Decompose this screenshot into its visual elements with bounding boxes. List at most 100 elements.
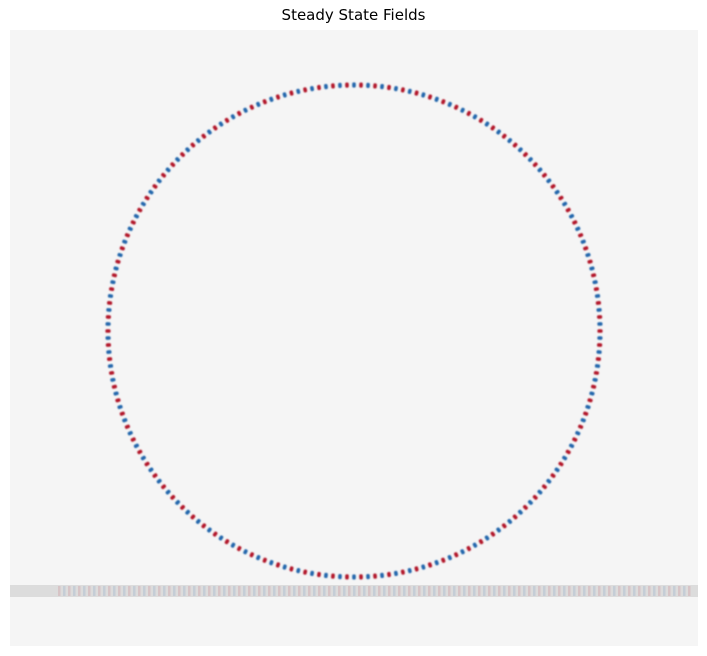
waveguide-field-lobe <box>308 586 311 596</box>
ring-field-lobe <box>124 424 130 429</box>
ring-field-lobe <box>105 322 111 326</box>
ring-field-lobe <box>106 350 112 354</box>
ring-field-lobe <box>212 531 218 537</box>
ring-field-lobe <box>512 142 518 148</box>
ring-field-lobe <box>466 545 472 552</box>
ring-field-lobe <box>550 184 556 189</box>
ring-field-lobe <box>338 573 342 580</box>
ring-field-lobe <box>282 92 287 98</box>
ring-field-lobe <box>218 121 224 127</box>
ring-field-lobe <box>523 152 528 158</box>
ring-field-lobe <box>107 364 114 368</box>
ring-field-lobe <box>324 572 328 579</box>
waveguide-field-lobe <box>638 586 641 596</box>
ring-field-lobe <box>460 107 465 113</box>
ring-field-lobe <box>596 315 603 319</box>
ring-field-lobe <box>110 377 116 382</box>
ring-field-lobe <box>140 201 146 207</box>
ring-field-lobe <box>558 461 564 467</box>
ring-field-lobe <box>218 535 224 541</box>
waveguide-field-lobe <box>518 586 521 596</box>
ring-field-lobe <box>224 117 230 123</box>
waveguide-field-lobe <box>578 586 581 596</box>
ring-field-lobe <box>144 461 150 467</box>
waveguide-field-lobe <box>143 586 146 596</box>
ring-field-lobe <box>175 500 181 505</box>
waveguide-field-lobe <box>558 586 561 596</box>
waveguide-field-lobe <box>248 586 251 596</box>
waveguide-field-lobe <box>203 586 206 596</box>
ring-field-lobe <box>269 560 274 566</box>
ring-field-lobe <box>122 418 128 423</box>
ring-field-lobe <box>592 280 598 285</box>
ring-field-lobe <box>427 94 433 100</box>
waveguide-field-lobe <box>323 586 326 596</box>
ring-field-lobe <box>400 87 405 93</box>
ring-field-lobe <box>583 411 589 416</box>
waveguide-field-lobe <box>628 586 631 596</box>
waveguide-field-lobe <box>63 586 66 596</box>
ring-field-lobe <box>478 117 484 123</box>
ring-field-lobe <box>414 566 419 572</box>
waveguide-field-lobe <box>98 586 101 596</box>
ring-field-lobe <box>175 157 181 162</box>
ring-field-lobe <box>490 531 496 537</box>
waveguide-field-lobe <box>663 586 666 596</box>
ring-field-lobe <box>589 391 595 396</box>
waveguide-field-lobe <box>453 586 456 596</box>
ring-field-lobe <box>554 189 560 195</box>
ring-field-lobe <box>387 84 391 91</box>
waveguide-field-lobe <box>133 586 136 596</box>
waveguide-field-lobe <box>688 586 691 596</box>
ring-field-lobe <box>122 239 128 244</box>
waveguide-field-lobe <box>468 586 471 596</box>
waveguide-field-lobe <box>413 586 416 596</box>
ring-field-lobe <box>400 569 405 575</box>
ring-field-lobe <box>207 527 212 533</box>
ring-field-lobe <box>594 364 601 368</box>
ring-field-lobe <box>592 377 598 382</box>
ring-field-lobe <box>296 88 301 95</box>
ring-field-lobe <box>583 246 589 251</box>
ring-field-lobe <box>565 207 571 213</box>
waveguide-field-lobe <box>583 586 586 596</box>
waveguide-field-lobe <box>593 586 596 596</box>
waveguide-field-lobe <box>118 586 121 596</box>
ring-field-lobe <box>289 90 294 96</box>
waveguide-field-lobe <box>678 586 681 596</box>
ring-field-lobe <box>593 287 600 292</box>
waveguide-field-lobe <box>88 586 91 596</box>
ring-field-lobe <box>380 572 384 579</box>
waveguide-field-lobe <box>463 586 466 596</box>
ring-field-lobe <box>595 357 602 361</box>
waveguide-field-lobe <box>328 586 331 596</box>
waveguide-field-lobe <box>83 586 86 596</box>
waveguide-field-lobe <box>543 586 546 596</box>
ring-field-lobe <box>585 252 591 258</box>
ring-field-lobe <box>317 84 321 91</box>
ring-field-lobe <box>507 518 513 524</box>
ring-field-lobe <box>107 294 114 298</box>
ring-field-lobe <box>127 430 133 436</box>
ring-field-lobe <box>562 201 568 207</box>
waveguide-field-lobe <box>73 586 76 596</box>
ring-field-lobe <box>393 570 398 577</box>
waveguide-field-lobe <box>138 586 141 596</box>
waveguide-field-lobe <box>643 586 646 596</box>
ring-field-lobe <box>190 514 196 520</box>
ring-field-lobe <box>119 246 125 251</box>
waveguide-field-lobe <box>418 586 421 596</box>
ring-field-lobe <box>578 233 584 238</box>
ring-field-lobe <box>575 430 581 436</box>
ring-field-lobe <box>269 96 274 102</box>
ring-field-lobe <box>572 220 578 225</box>
ring-field-lobe <box>105 343 112 347</box>
ring-field-lobe <box>180 152 185 158</box>
waveguide-field-lobe <box>153 586 156 596</box>
ring-field-lobe <box>580 239 586 244</box>
waveguide-field-lobe <box>513 586 516 596</box>
ring-field-lobe <box>180 504 185 510</box>
waveguide-field-lobe <box>293 586 296 596</box>
ring-field-lobe <box>501 133 507 139</box>
ring-field-lobe <box>484 121 490 127</box>
